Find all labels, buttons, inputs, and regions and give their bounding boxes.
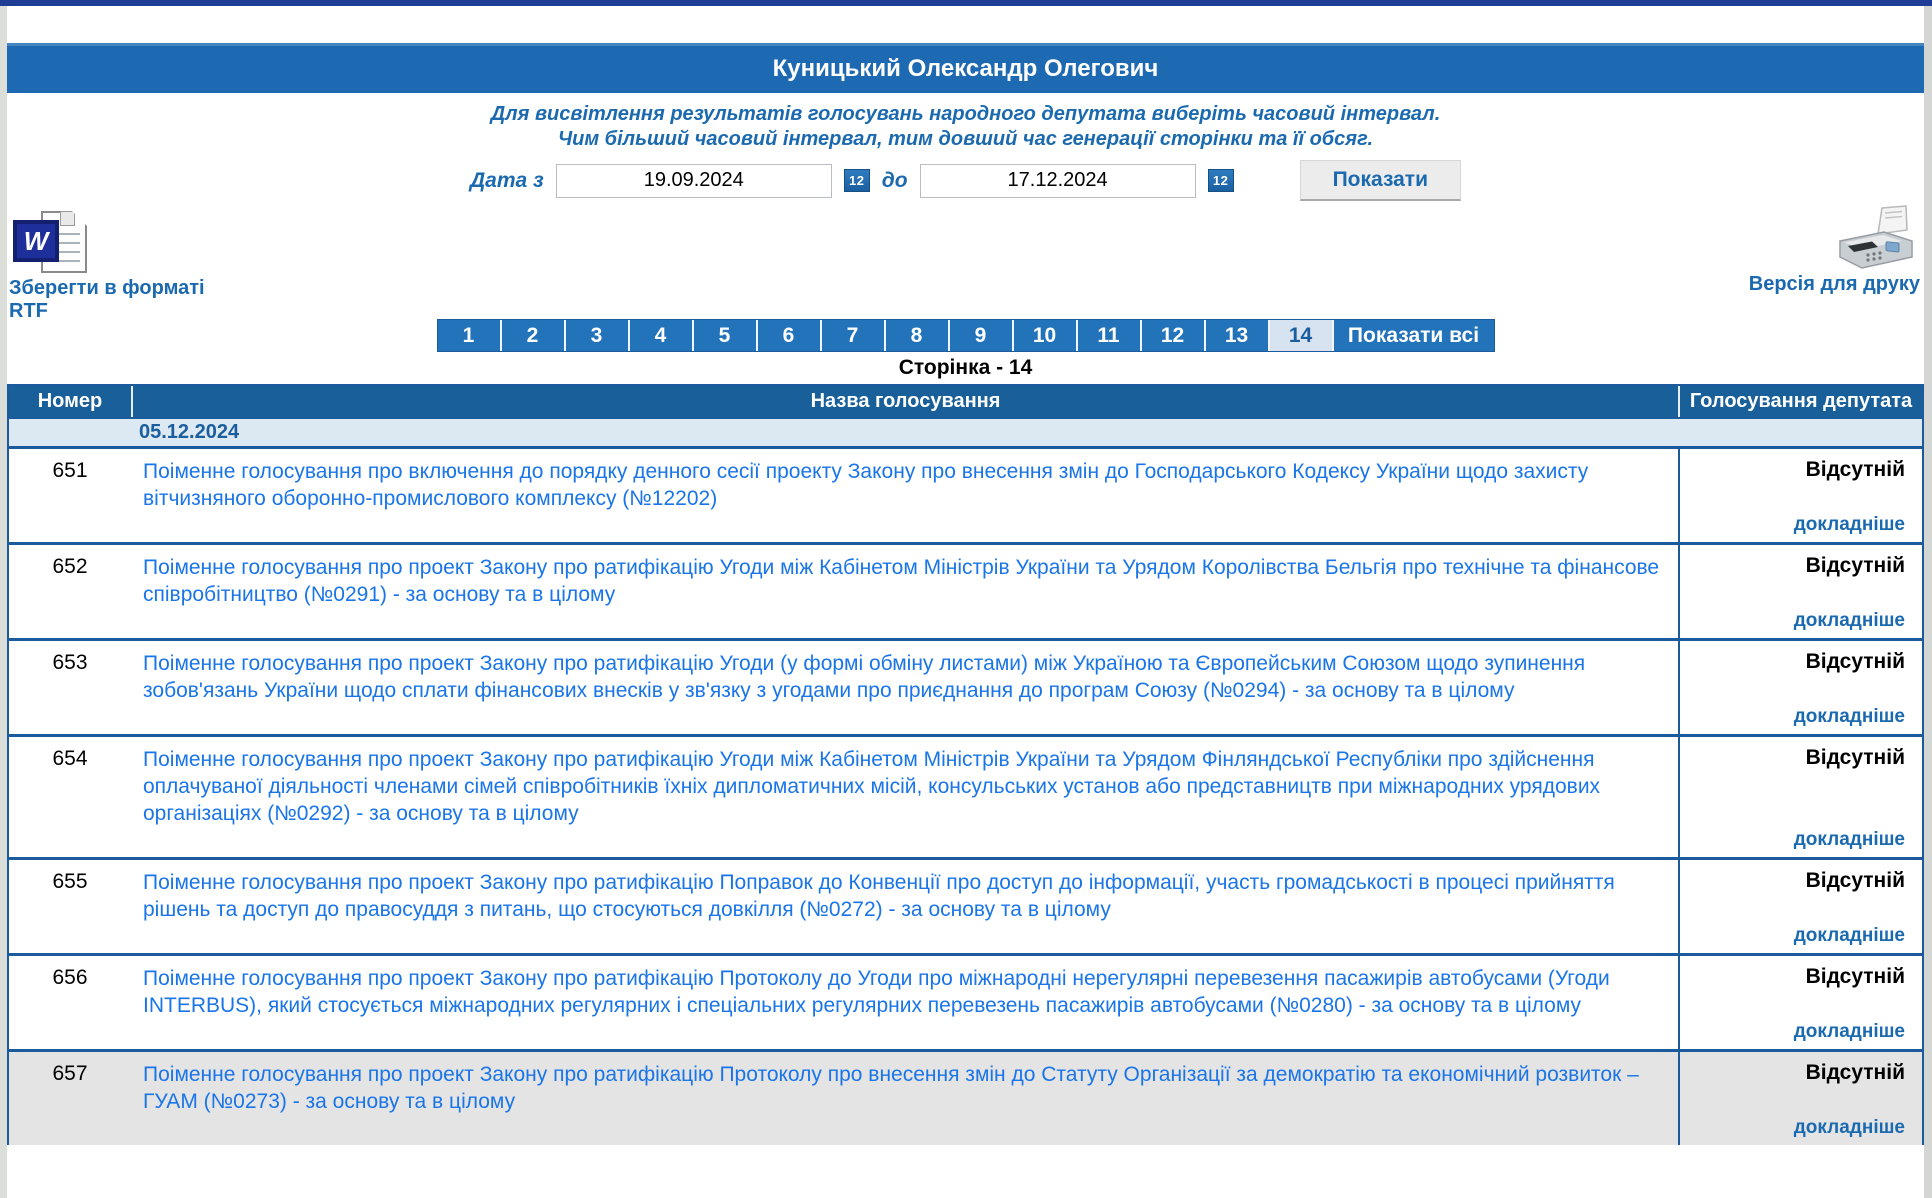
vote-cell: Відсутній докладніше: [1678, 641, 1922, 734]
vote-cell: Відсутній докладніше: [1678, 956, 1922, 1049]
vote-number: 655: [52, 870, 88, 893]
date-to-input[interactable]: [919, 163, 1196, 198]
date-group-row: 05.12.2024: [9, 417, 1922, 446]
table-row: 656 Поіменне голосування про проект Зако…: [9, 953, 1922, 1049]
pagination-page-10[interactable]: 10: [1014, 320, 1078, 351]
vote-status: Відсутній: [1805, 1061, 1905, 1084]
vote-number: 652: [52, 555, 88, 578]
vote-title-link[interactable]: Поіменне голосування про проект Закону п…: [143, 871, 1615, 921]
calendar-icon[interactable]: 12: [843, 169, 870, 192]
pagination-page-13[interactable]: 13: [1206, 320, 1270, 351]
show-button[interactable]: Показати: [1299, 160, 1461, 201]
details-link[interactable]: докладніше: [1793, 829, 1905, 850]
column-header-vote: Голосування депутата: [1678, 386, 1922, 417]
vote-number: 656: [52, 966, 88, 989]
vote-status: Відсутній: [1805, 554, 1905, 577]
vote-cell: Відсутній докладніше: [1678, 737, 1922, 857]
pagination-page-14-active[interactable]: 14: [1269, 320, 1334, 351]
right-edge-strip: [1924, 6, 1932, 1198]
vote-cell: Відсутній докладніше: [1678, 1052, 1922, 1145]
save-rtf-label[interactable]: Зберегти в форматі RTF: [9, 277, 205, 322]
pagination-page-12[interactable]: 12: [1142, 320, 1206, 351]
vote-status: Відсутній: [1805, 869, 1905, 892]
pagination-page-8[interactable]: 8: [886, 320, 950, 351]
vote-status: Відсутній: [1805, 746, 1905, 769]
content: Куницький Олександр Олегович Для висвітл…: [7, 43, 1924, 1145]
date-to-label: до: [881, 168, 908, 192]
details-link[interactable]: докладніше: [1793, 706, 1905, 727]
column-header-name: Назва голосування: [131, 386, 1678, 417]
vote-status: Відсутній: [1805, 458, 1905, 481]
top-navy-strip: [0, 0, 1932, 6]
vote-title-link[interactable]: Поіменне голосування про проект Закону п…: [143, 556, 1660, 606]
vote-cell: Відсутній докладніше: [1678, 860, 1922, 953]
details-link[interactable]: докладніше: [1793, 925, 1905, 946]
vote-title-link[interactable]: Поіменне голосування про проект Закону п…: [143, 1063, 1639, 1113]
instructions: Для висвітлення результатів голосувань н…: [7, 102, 1924, 152]
table-row: 655 Поіменне голосування про проект Зако…: [9, 857, 1922, 953]
date-filter-form: Дата з 12 до 12 Показати: [7, 160, 1924, 201]
pagination-page-7[interactable]: 7: [822, 320, 886, 351]
table-row: 652 Поіменне голосування про проект Зако…: [9, 542, 1922, 638]
pagination-page-4[interactable]: 4: [630, 320, 694, 351]
details-link[interactable]: докладніше: [1793, 610, 1905, 631]
document-fold-corner: [72, 211, 87, 226]
document-page-shape: [41, 211, 87, 273]
details-link[interactable]: докладніше: [1793, 1117, 1905, 1138]
table-header-row: Номер Назва голосування Голосування депу…: [9, 386, 1922, 417]
vote-number: 654: [52, 747, 88, 770]
pagination: 1 2 3 4 5 6 7 8 9 10 11 12 13 14 Показат…: [7, 319, 1924, 352]
pagination-bar: 1 2 3 4 5 6 7 8 9 10 11 12 13 14 Показат…: [436, 319, 1495, 352]
vote-status: Відсутній: [1805, 650, 1905, 673]
page-caption: Сторінка - 14: [898, 356, 1033, 379]
vote-status: Відсутній: [1805, 965, 1905, 988]
save-rtf-link[interactable]: W Зберегти в форматі RTF: [9, 211, 224, 323]
table-row-highlighted: 657 Поіменне голосування про проект Зако…: [9, 1049, 1922, 1145]
details-link[interactable]: докладніше: [1793, 1021, 1905, 1042]
pagination-page-11[interactable]: 11: [1078, 320, 1142, 351]
date-from-input[interactable]: [555, 163, 832, 198]
votes-table: Номер Назва голосування Голосування депу…: [7, 384, 1924, 1145]
pagination-page-5[interactable]: 5: [694, 320, 758, 351]
vote-number: 653: [52, 651, 88, 674]
vote-title-link[interactable]: Поіменне голосування про включення до по…: [143, 460, 1589, 510]
table-row: 651 Поіменне голосування про включення д…: [9, 446, 1922, 542]
vote-number: 651: [52, 459, 88, 482]
column-header-number: Номер: [37, 390, 103, 412]
page-title: Куницький Олександр Олегович: [7, 43, 1924, 93]
pagination-page-9[interactable]: 9: [950, 320, 1014, 351]
calendar-icon[interactable]: 12: [1207, 169, 1234, 192]
pagination-page-1[interactable]: 1: [438, 320, 502, 351]
pagination-page-3[interactable]: 3: [566, 320, 630, 351]
vote-number: 657: [52, 1062, 88, 1085]
vote-title-link[interactable]: Поіменне голосування про проект Закону п…: [143, 748, 1601, 825]
table-row: 654 Поіменне голосування про проект Зако…: [9, 734, 1922, 857]
date-from-label: Дата з: [470, 168, 544, 192]
vote-title-link[interactable]: Поіменне голосування про проект Закону п…: [143, 652, 1586, 702]
pagination-page-6[interactable]: 6: [758, 320, 822, 351]
instructions-line-2: Чим більший часовий інтервал, тим довший…: [557, 128, 1374, 150]
instructions-line-1: Для висвітлення результатів голосувань н…: [490, 103, 1441, 125]
details-link[interactable]: докладніше: [1793, 514, 1905, 535]
vote-title-link[interactable]: Поіменне голосування про проект Закону п…: [143, 967, 1610, 1017]
vote-cell: Відсутній докладніше: [1678, 545, 1922, 638]
print-version-link[interactable]: Версія для друку: [1749, 205, 1920, 296]
vote-cell: Відсутній докладніше: [1678, 449, 1922, 542]
printer-icon[interactable]: [1832, 205, 1918, 273]
pagination-show-all[interactable]: Показати всі: [1347, 324, 1480, 347]
word-w-badge: W: [13, 220, 59, 262]
print-version-label[interactable]: Версія для друку: [1748, 273, 1920, 295]
left-edge-strip: [0, 6, 7, 1198]
word-document-icon[interactable]: W: [13, 211, 93, 277]
table-row: 653 Поіменне голосування про проект Зако…: [9, 638, 1922, 734]
pagination-page-2[interactable]: 2: [502, 320, 566, 351]
